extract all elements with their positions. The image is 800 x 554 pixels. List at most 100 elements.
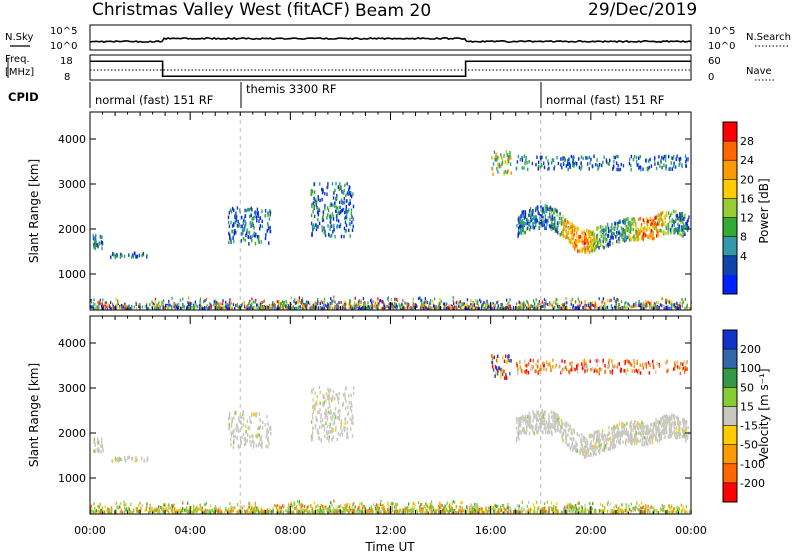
echo-cell (256, 234, 259, 239)
echo-cell (501, 504, 503, 507)
echo-cell (681, 218, 683, 223)
echo-cell (454, 305, 456, 309)
echo-cell (638, 237, 640, 242)
echo-cell (158, 509, 160, 513)
echo-cell (344, 392, 346, 396)
echo-cell (601, 509, 604, 513)
echo-cell (550, 430, 553, 434)
echo-cell (346, 191, 349, 195)
echo-cell (532, 225, 534, 229)
echo-cell (545, 226, 547, 230)
echo-cell (530, 213, 533, 217)
echo-cell (265, 511, 267, 515)
echo-cell (135, 509, 138, 513)
echo-cell (680, 233, 682, 237)
echo-cell (672, 228, 674, 233)
echo-cell (439, 301, 441, 305)
echo-cell (151, 300, 153, 304)
echo-cell (594, 306, 596, 310)
echo-cell (313, 182, 315, 187)
echo-cell (337, 219, 340, 223)
echo-cell (317, 297, 319, 301)
echo-cell (634, 237, 637, 241)
echo-cell (651, 229, 653, 234)
echo-cell (637, 427, 640, 431)
echo-cell (465, 306, 467, 310)
echo-cell (348, 400, 350, 405)
echo-cell (123, 503, 125, 507)
echo-cell (255, 215, 258, 219)
echo-cell (529, 213, 531, 217)
echo-cell (642, 510, 644, 514)
echo-cell (491, 356, 494, 360)
echo-cell (258, 441, 261, 445)
echo-cell (568, 157, 570, 161)
echo-cell (669, 228, 672, 232)
echo-cell (248, 207, 250, 212)
echo-cell (322, 395, 324, 400)
echo-cell (563, 303, 565, 307)
echo-cell (432, 302, 434, 306)
echo-cell (131, 457, 134, 461)
echo-cell (500, 368, 502, 372)
echo-cell (524, 215, 526, 219)
echo-cell (573, 164, 575, 168)
echo-cell (548, 510, 550, 514)
echo-cell (327, 430, 330, 435)
echo-cell (680, 503, 682, 507)
echo-cell (671, 510, 673, 514)
echo-cell (616, 239, 618, 244)
echo-cell (478, 509, 480, 513)
echo-cell (638, 217, 640, 221)
echo-cell (579, 234, 581, 239)
echo-cell (667, 230, 669, 234)
echo-cell (321, 225, 323, 229)
echo-cell (252, 510, 255, 513)
echo-cell (668, 154, 670, 159)
echo-cell (404, 307, 406, 311)
echo-cell (513, 509, 515, 513)
echo-cell (396, 503, 398, 507)
echo-cell (114, 509, 117, 513)
echo-cell (552, 158, 555, 163)
echo-cell (345, 215, 347, 219)
echo-cell (358, 306, 360, 310)
echo-cell (563, 507, 565, 511)
echo-cell (252, 222, 254, 227)
echo-cell (495, 511, 497, 514)
echo-cell (393, 304, 395, 308)
echo-cell (187, 305, 189, 309)
echo-cell (606, 298, 609, 302)
echo-cell (539, 165, 542, 170)
echo-cell (626, 510, 628, 514)
echo-cell (235, 410, 237, 415)
echo-cell (489, 303, 491, 307)
echo-cell (321, 425, 323, 429)
cpid-seg-2: normal (fast) 151 RF (546, 93, 664, 107)
echo-cell (535, 223, 537, 228)
echo-cell (268, 217, 271, 221)
echo-cell (530, 225, 532, 229)
echo-cell (585, 306, 587, 310)
echo-cell (516, 160, 519, 164)
echo-cell (509, 507, 512, 511)
echo-cell (420, 507, 422, 511)
echo-cell (614, 299, 616, 303)
echo-cell (630, 154, 633, 159)
echo-cell (577, 227, 580, 232)
echo-cell (616, 154, 618, 159)
echo-cell (125, 459, 127, 463)
echo-cell (191, 302, 193, 306)
echo-cell (220, 510, 222, 513)
echo-cell (508, 508, 510, 512)
echo-cell (538, 302, 540, 305)
echo-cell (337, 305, 339, 309)
echo-cell (268, 226, 270, 231)
echo-cell (621, 306, 623, 310)
echo-cell (505, 373, 507, 377)
echo-cell (425, 502, 427, 506)
echo-cell (365, 304, 367, 308)
echo-cell (507, 156, 509, 160)
echo-cell (651, 236, 654, 241)
echo-cell (269, 213, 271, 217)
